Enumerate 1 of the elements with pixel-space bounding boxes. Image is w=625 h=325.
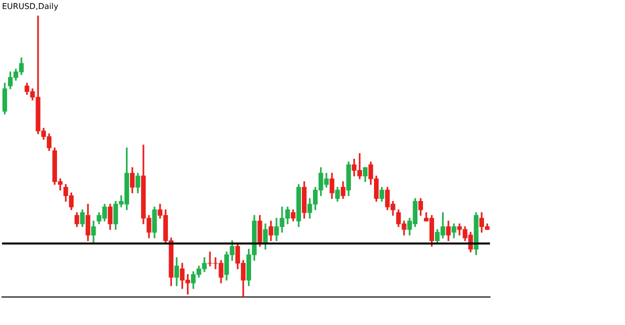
chart-title: EURUSD,Daily	[2, 2, 59, 11]
